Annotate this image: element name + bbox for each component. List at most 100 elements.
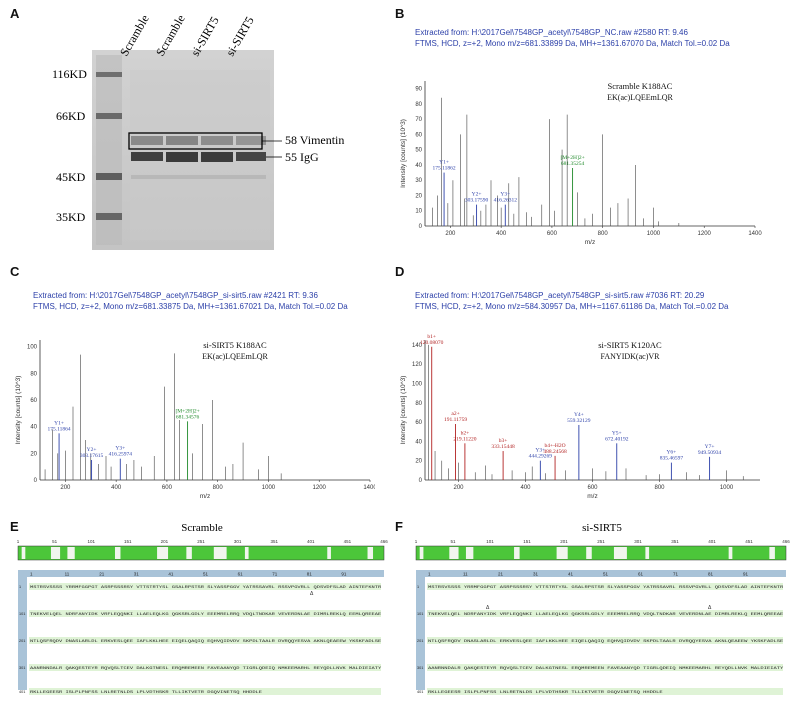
spectrum-d: Extracted from: H:\2017Gel\7548GP_acetyl… (400, 290, 785, 505)
gel-panel: Scramble Scramble si-SIRT5 si-SIRT5 116K… (0, 0, 390, 260)
vimentin-band-2 (166, 136, 198, 145)
row-number: 201 (417, 639, 423, 643)
index-label: 31 (134, 572, 140, 577)
x-axis-label: m/z (585, 239, 595, 246)
row-number: 201 (19, 639, 25, 643)
ion-label: b3+ (499, 438, 508, 444)
ruler-label: 1 (17, 539, 20, 544)
ion-label: Y1+ (439, 160, 449, 166)
ruler-label: 251 (197, 539, 205, 544)
ion-mz-label: 303.17615 (80, 453, 104, 459)
sequence-highlight (427, 583, 783, 590)
sequence-highlight (29, 688, 381, 695)
y-tick-label: 10 (415, 209, 422, 215)
y-tick-label: 80 (415, 102, 422, 108)
sequence-row: RKLLEGEESR ISLPLPNFSS LNLRETNLDS LPLVDTH… (30, 691, 263, 695)
vimentin-band-1 (131, 136, 163, 145)
marker-66kd: 66KD (56, 109, 86, 123)
ruler-label: 401 (307, 539, 315, 544)
coverage-gap (186, 547, 192, 559)
y-tick-label: 60 (30, 398, 37, 404)
ruler-label: 301 (234, 539, 242, 544)
x-tick-label: 600 (547, 231, 558, 237)
row-number: 401 (19, 690, 25, 694)
peptide-sequence: EK(ac)LQEEmLQR (202, 352, 268, 361)
coverage-gap (728, 547, 733, 559)
index-label: 81 (307, 572, 313, 577)
panel-label-b: B (395, 6, 405, 21)
ruler-label: 151 (523, 539, 531, 544)
panel-label-e: E (10, 519, 19, 534)
x-tick-label: 800 (213, 485, 224, 491)
x-tick-label: 1200 (698, 231, 712, 237)
y-tick-label: 40 (415, 439, 422, 445)
x-axis-label: m/z (587, 493, 597, 500)
sequence-row: NTLQSFRQDV DNASLARLDL ERKVESLQEE IAFLKKL… (428, 640, 784, 644)
y-tick-label: 20 (30, 451, 37, 457)
spectrum-c-header-1: Extracted from: H:\2017Gel\7548GP_acetyl… (33, 291, 318, 300)
marker-band-35 (96, 213, 122, 220)
x-tick-label: 1400 (748, 231, 762, 237)
coverage-gap (586, 547, 592, 559)
x-tick-label: 1200 (313, 485, 327, 491)
ion-label: b4+-H2O (544, 443, 565, 449)
coverage-gap (556, 547, 568, 559)
marker-35kd: 35KD (56, 210, 86, 224)
coverage-gap (645, 547, 650, 559)
coverage-gap (244, 547, 249, 559)
row-number: 301 (19, 666, 25, 670)
acetyl-site-mark: Δ (708, 605, 712, 611)
ruler-label: 51 (52, 539, 58, 544)
y-axis-label: Intensity [counts] (10^3) (400, 119, 407, 188)
y-tick-label: 140 (412, 343, 423, 349)
sequence-row: NTLQSFRQDV DNASLARLDL ERKVESLQEE IAFLKKL… (30, 640, 382, 644)
index-label: 41 (168, 572, 174, 577)
y-axis-label: Intensity [counts] (10^3) (15, 376, 22, 445)
index-label: 81 (708, 572, 714, 577)
vimentin-band-3 (201, 136, 233, 145)
marker-band-45 (96, 173, 122, 180)
y-tick-label: 20 (415, 193, 422, 199)
igg-band-1 (131, 152, 163, 161)
y-tick-label: 100 (27, 345, 38, 351)
ion-mz-label: 681.35254 (561, 161, 585, 167)
coverage-gap (769, 547, 775, 559)
spectrum-b: Extracted from: H:\2017Gel\7548GP_acetyl… (400, 27, 795, 257)
coverage-gap (50, 547, 61, 559)
ion-label: Y3+ (115, 446, 125, 452)
sequence-row: TNEKVELQEL NDRFANYIDK VRFLEQQNKI LLAELEQ… (30, 613, 382, 617)
coverage-gap (367, 547, 374, 559)
ion-label: Y3+ (535, 448, 545, 454)
y-tick-label: 40 (30, 425, 37, 431)
marker-band-66 (96, 113, 122, 119)
index-label: 41 (568, 572, 574, 577)
gel-figure (92, 50, 282, 250)
row-number-column (416, 570, 425, 690)
x-tick-label: 200 (453, 485, 464, 491)
sequence-highlight (29, 637, 381, 644)
peptide-sequence: FANYIDK(ac)VR (601, 352, 661, 361)
vimentin-band-4 (236, 136, 266, 145)
ruler-label: 351 (270, 539, 278, 544)
x-tick-label: 1000 (647, 231, 661, 237)
sequence-highlight (427, 637, 783, 644)
index-label: 11 (463, 572, 468, 577)
x-tick-label: 800 (654, 485, 665, 491)
y-tick-label: 80 (30, 371, 37, 377)
index-label: 61 (238, 572, 244, 577)
ruler-label: 251 (597, 539, 605, 544)
ion-mz-label: 681.34576 (176, 414, 200, 420)
x-tick-label: 800 (598, 231, 609, 237)
sequence-highlight (427, 688, 783, 695)
index-label: 61 (638, 572, 644, 577)
ion-mz-label: 175.11862 (432, 166, 455, 172)
spectrum-title: si-SIRT5 K120AC (598, 340, 662, 350)
ruler-label: 451 (745, 539, 753, 544)
spectrum-title: si-SIRT5 K188AC (203, 340, 267, 350)
y-tick-label: 0 (419, 478, 423, 484)
ion-mz-label: 219.11220 (453, 436, 476, 442)
sequence-row: TNEKVELQEL NDRFANYIDK VRFLEQQNKI LLAELEQ… (428, 613, 784, 617)
spectrum-c: Extracted from: H:\2017Gel\7548GP_acetyl… (15, 290, 393, 505)
